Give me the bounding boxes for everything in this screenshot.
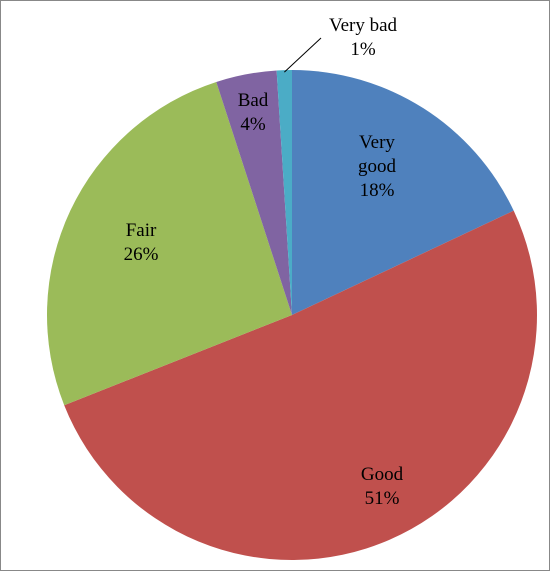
category-label: Very good [358, 132, 396, 177]
value-label: 51% [364, 488, 400, 509]
value-label: 18% [359, 180, 395, 201]
category-label: Good [360, 464, 404, 485]
pie-slice [292, 70, 514, 315]
data-label: Very bad 1% [308, 14, 418, 62]
category-label: Bad [237, 90, 269, 111]
value-label: 4% [240, 114, 266, 135]
pie-slice [64, 210, 538, 561]
category-label: Very bad [328, 15, 398, 36]
pie-slice [47, 81, 293, 406]
data-label: Good 51% [342, 463, 422, 511]
leader-line [284, 37, 322, 73]
value-label: 1% [350, 39, 376, 60]
data-label: Very good 18% [342, 131, 412, 203]
data-label: Bad 4% [228, 89, 278, 137]
value-label: 26% [123, 244, 159, 265]
pie-slice [216, 70, 292, 315]
pie-slice [276, 70, 292, 315]
category-label: Fair [125, 220, 157, 241]
data-label: Fair 26% [101, 219, 181, 267]
